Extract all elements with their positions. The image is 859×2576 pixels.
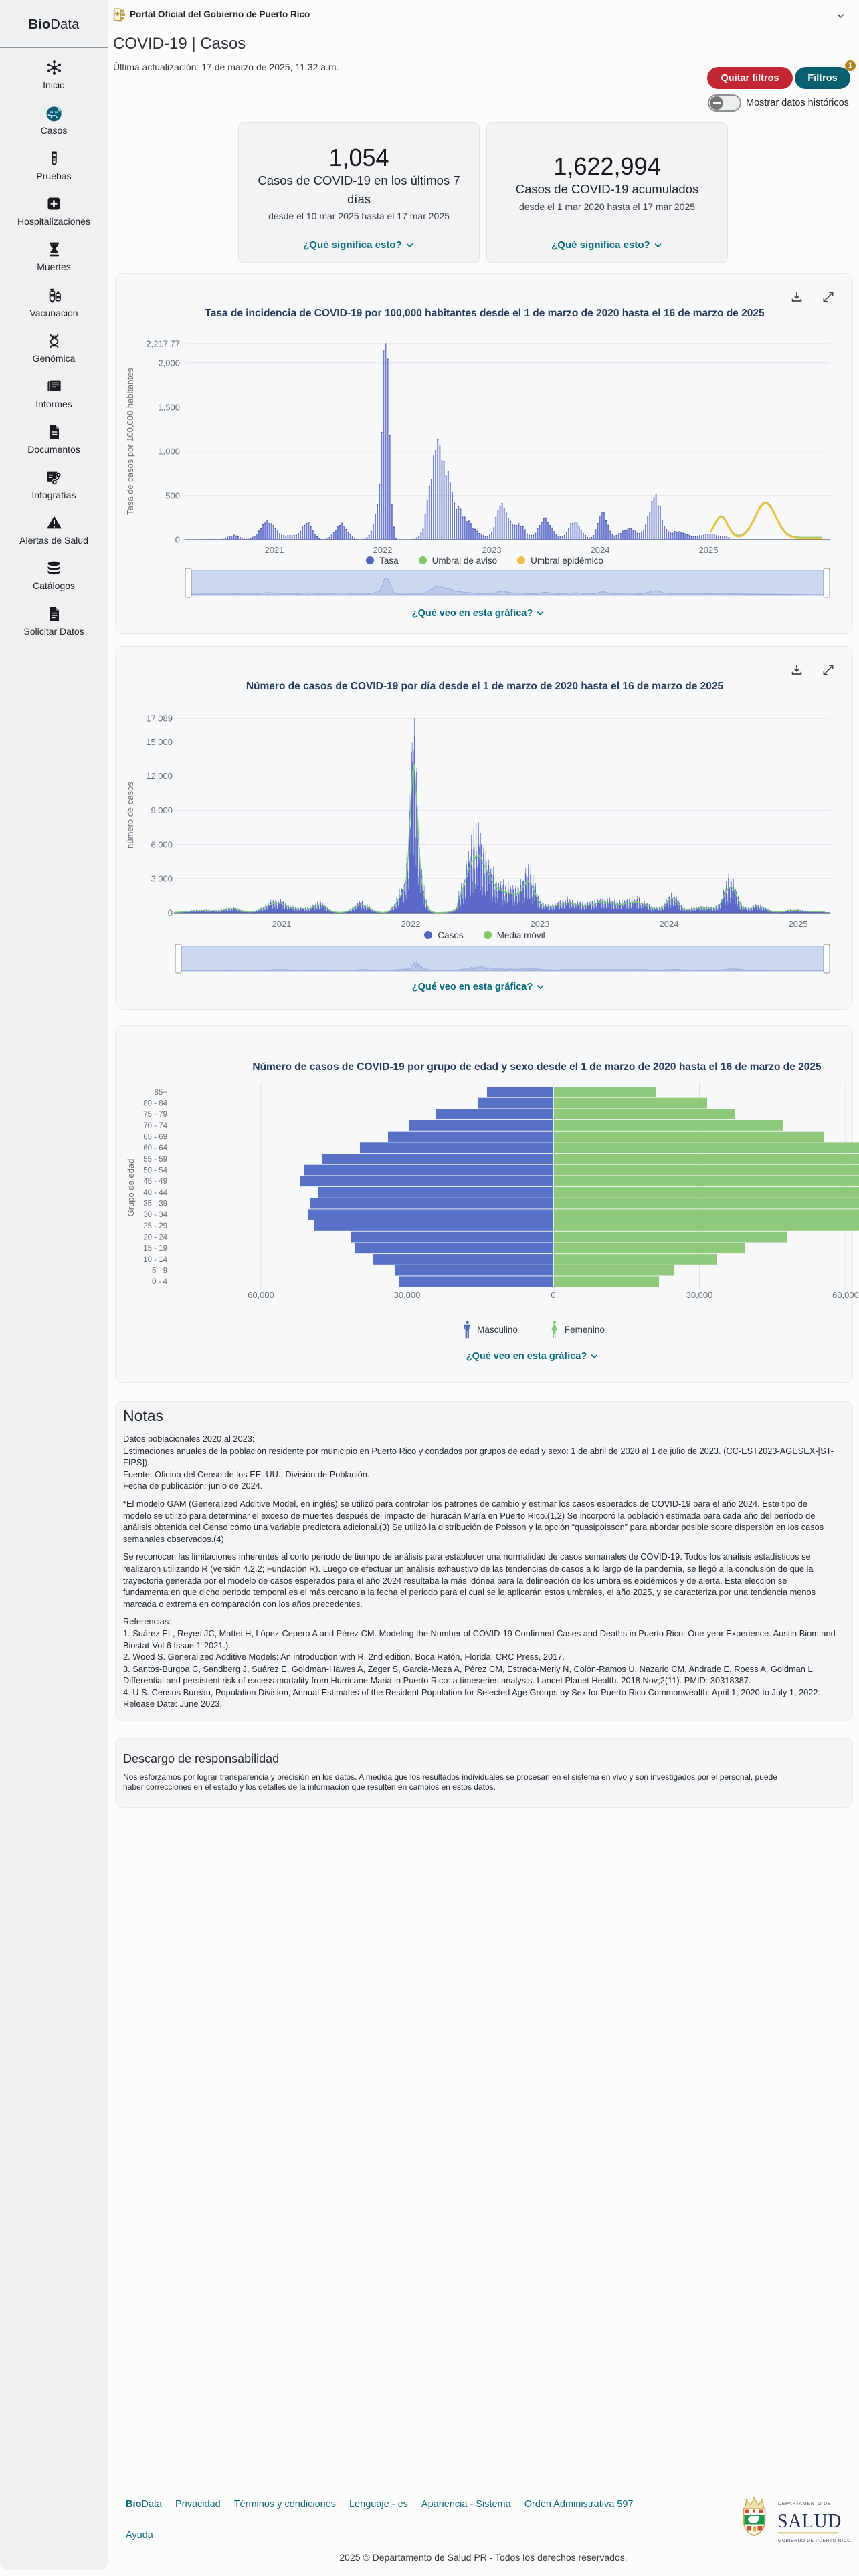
svg-text:GOBIERNO DE PUERTO RICO: GOBIERNO DE PUERTO RICO xyxy=(778,2539,851,2543)
svg-text:DEPARTAMENTO DE: DEPARTAMENTO DE xyxy=(778,2502,831,2506)
svg-text:SALUD: SALUD xyxy=(777,2511,842,2532)
